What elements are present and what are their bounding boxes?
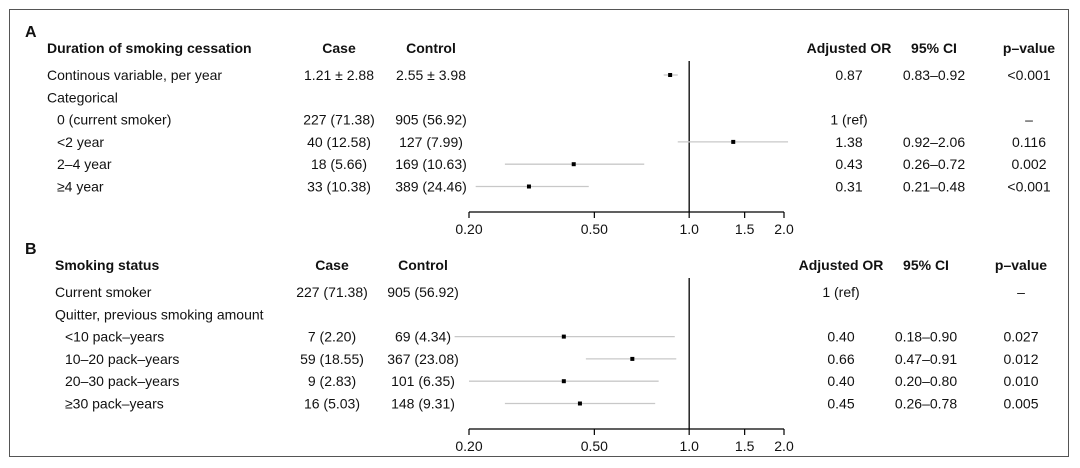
cell-adjusted-or: 0.87: [835, 67, 862, 83]
cell-95-ci: 0.47–0.91: [895, 351, 957, 367]
cell-p-value: 0.012: [1003, 351, 1038, 367]
cell-p-value: 0.002: [1011, 156, 1046, 172]
cell-adjusted-or: 1 (ref): [830, 112, 867, 128]
x-tick-label: 0.20: [455, 221, 482, 237]
cell-adjusted-or: 0.40: [827, 373, 854, 389]
cell-case: 1.21 ± 2.88: [304, 67, 374, 83]
x-tick-label: 1.0: [679, 221, 699, 237]
x-tick-label: 0.50: [581, 438, 608, 454]
cell-case: 40 (12.58): [307, 134, 371, 150]
cell-95-ci: 0.20–0.80: [895, 373, 957, 389]
panel-letter: B: [25, 241, 37, 258]
cell-case: 16 (5.03): [304, 396, 360, 412]
cell-p-value: <0.001: [1007, 67, 1050, 83]
cell-p-value: <0.001: [1007, 179, 1050, 195]
cell-control: 169 (10.63): [395, 156, 467, 172]
header-case: Case: [315, 257, 349, 273]
x-tick-label: 1.5: [735, 221, 755, 237]
cell-case: 59 (18.55): [300, 351, 364, 367]
row-label: 2–4 year: [57, 156, 112, 172]
cell-control: 905 (56.92): [387, 284, 459, 300]
row-label: 20–30 pack–years: [65, 373, 179, 389]
row-label: <10 pack–years: [65, 329, 164, 345]
header-label: Smoking status: [55, 257, 159, 273]
row-label: ≥30 pack–years: [65, 396, 164, 412]
cell-control: 69 (4.34): [395, 329, 451, 345]
cell-control: 2.55 ± 3.98: [396, 67, 466, 83]
cell-p-value: –: [1025, 112, 1033, 128]
cell-p-value: –: [1017, 284, 1025, 300]
cell-case: 227 (71.38): [296, 284, 368, 300]
header-adjusted-or: Adjusted OR: [807, 40, 892, 56]
x-tick-label: 0.20: [455, 438, 482, 454]
cell-case: 227 (71.38): [303, 112, 375, 128]
header-p-value: p–value: [995, 257, 1047, 273]
cell-p-value: 0.116: [1012, 134, 1046, 150]
header-p-value: p–value: [1003, 40, 1055, 56]
point-estimate: [561, 334, 566, 339]
row-label: 0 (current smoker): [57, 112, 171, 128]
cell-adjusted-or: 1 (ref): [822, 284, 859, 300]
cell-95-ci: 0.83–0.92: [903, 67, 965, 83]
row-label: ≥4 year: [57, 179, 104, 195]
cell-p-value: 0.027: [1003, 329, 1038, 345]
point-estimate: [571, 162, 576, 167]
point-estimate: [526, 184, 531, 189]
cell-adjusted-or: 1.38: [835, 134, 862, 150]
row-label: Current smoker: [55, 284, 152, 300]
panel-letter: A: [25, 24, 37, 41]
cell-control: 367 (23.08): [387, 351, 459, 367]
x-tick-label: 2.0: [774, 438, 794, 454]
cell-control: 905 (56.92): [395, 112, 467, 128]
point-estimate: [577, 401, 582, 406]
cell-95-ci: 0.26–0.72: [903, 156, 965, 172]
row-label: Categorical: [47, 89, 118, 105]
cell-adjusted-or: 0.43: [835, 156, 862, 172]
cell-adjusted-or: 0.40: [827, 329, 854, 345]
header-control: Control: [398, 257, 448, 273]
figure-frame: A Duration of smoking cessation Case Contro…: [9, 9, 1069, 457]
header-95-ci: 95% CI: [903, 257, 949, 273]
x-tick-label: 1.0: [679, 438, 699, 454]
point-estimate: [731, 139, 736, 144]
cell-adjusted-or: 0.45: [827, 396, 854, 412]
header-case: Case: [322, 40, 356, 56]
cell-95-ci: 0.18–0.90: [895, 329, 957, 345]
x-tick-label: 1.5: [735, 438, 755, 454]
row-label: Quitter, previous smoking amount: [55, 306, 264, 322]
cell-p-value: 0.005: [1003, 396, 1038, 412]
cell-control: 389 (24.46): [395, 179, 467, 195]
header-adjusted-or: Adjusted OR: [799, 257, 884, 273]
x-tick-label: 0.50: [581, 221, 608, 237]
cell-case: 18 (5.66): [311, 156, 367, 172]
header-label: Duration of smoking cessation: [47, 40, 252, 56]
cell-adjusted-or: 0.66: [827, 351, 854, 367]
point-estimate: [630, 356, 635, 361]
cell-control: 101 (6.35): [391, 373, 455, 389]
cell-case: 9 (2.83): [308, 373, 356, 389]
point-estimate: [668, 73, 673, 77]
x-tick-label: 2.0: [774, 221, 794, 237]
row-label: 10–20 pack–years: [65, 351, 179, 367]
cell-95-ci: 0.21–0.48: [903, 179, 965, 195]
cell-adjusted-or: 0.31: [835, 179, 862, 195]
cell-control: 127 (7.99): [399, 134, 463, 150]
cell-95-ci: 0.92–2.06: [903, 134, 965, 150]
cell-95-ci: 0.26–0.78: [895, 396, 957, 412]
header-95-ci: 95% CI: [911, 40, 957, 56]
cell-case: 7 (2.20): [308, 329, 356, 345]
point-estimate: [561, 379, 566, 384]
forest-plot-figure: A Duration of smoking cessation Case Contro…: [25, 24, 1055, 454]
cell-case: 33 (10.38): [307, 179, 371, 195]
cell-control: 148 (9.31): [391, 396, 455, 412]
row-label: <2 year: [57, 134, 104, 150]
header-control: Control: [406, 40, 456, 56]
cell-p-value: 0.010: [1003, 373, 1038, 389]
row-label: Continous variable, per year: [47, 67, 222, 83]
